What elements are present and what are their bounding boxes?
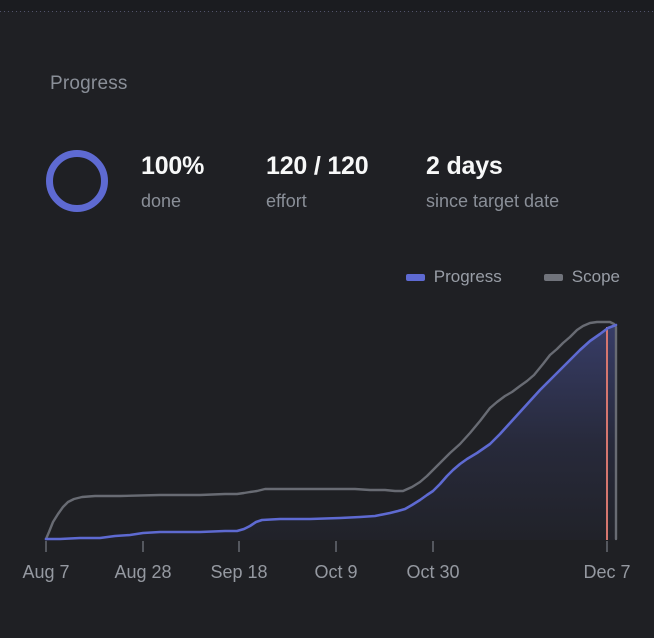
legend-item-scope: Scope [543,266,620,288]
progress-line [44,323,618,541]
stat-effort-label: effort [266,191,307,211]
top-strip [0,0,654,11]
dotted-divider [0,11,654,12]
stat-target-date-label: since target date [426,191,560,211]
scope-line [44,320,618,541]
stat-done-label: done [141,191,182,211]
stat-effort: 120 / 120 effort [266,152,369,211]
legend-item-progress: Progress [405,266,502,288]
panel-title: Progress [50,73,128,94]
legend-scope-label: Scope [571,267,620,286]
x-axis-label: Dec 7 [583,562,630,582]
progress-ring [46,150,108,212]
progress-area-fill [46,325,616,540]
stat-target-date-value: 2 days [426,152,503,180]
legend-progress-label: Progress [433,267,502,286]
x-axis-label: Oct 30 [406,562,459,582]
x-axis-label: Sep 18 [210,562,267,582]
chart-legend: Progress Scope [405,266,620,288]
stat-target-date: 2 days since target date [426,152,559,211]
progress-swatch-icon [405,273,425,281]
x-axis-label: Oct 9 [314,562,357,582]
x-axis-label: Aug 7 [22,562,69,582]
stat-done: 100% done [141,152,204,211]
stat-done-value: 100% [141,152,205,180]
x-axis-label: Aug 28 [114,562,171,582]
stat-effort-value: 120 / 120 [266,152,369,180]
scope-swatch-icon [543,273,563,281]
